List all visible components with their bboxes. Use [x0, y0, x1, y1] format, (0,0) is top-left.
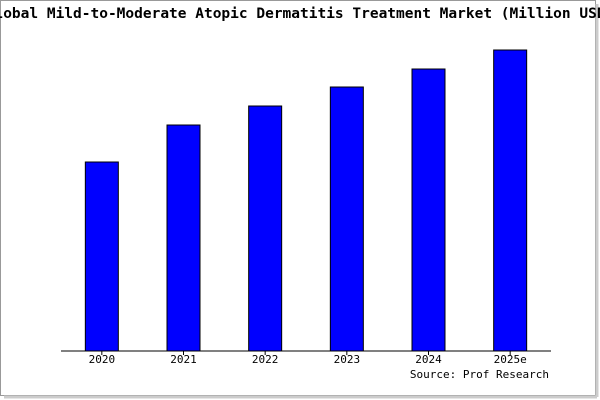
bar — [411, 68, 446, 352]
bar — [248, 105, 283, 352]
x-tick-label: 2024 — [415, 353, 442, 366]
x-tick-label: 2023 — [334, 353, 361, 366]
bar — [493, 49, 528, 352]
bar — [166, 124, 201, 352]
source-note: Source: Prof Research — [410, 368, 549, 381]
chart-title: Global Mild-to-Moderate Atopic Dermatiti… — [0, 6, 600, 22]
bar — [84, 161, 119, 352]
x-tick-label: 2025e — [494, 353, 527, 366]
x-tick-label: 2020 — [89, 353, 116, 366]
bar — [329, 86, 364, 352]
x-tick-label: 2022 — [252, 353, 279, 366]
x-tick-label: 2021 — [170, 353, 197, 366]
